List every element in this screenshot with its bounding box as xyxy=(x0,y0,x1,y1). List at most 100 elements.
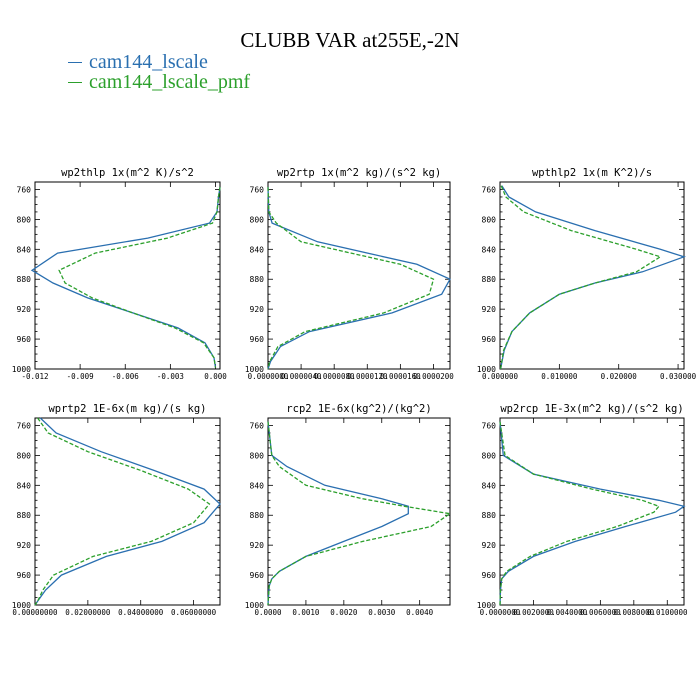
series-line-lscale-pmf xyxy=(267,187,435,370)
plot-frame xyxy=(34,181,221,370)
plot-frame xyxy=(499,181,685,370)
x-tick-label: -0.012 xyxy=(21,372,48,381)
y-tick-label: 840 xyxy=(250,245,265,254)
series-line-lscale-pmf xyxy=(499,421,661,606)
x-tick-label: 0.0000000 xyxy=(480,608,521,617)
y-tick-label: 880 xyxy=(482,275,497,284)
x-tick-label: 0.06000000 xyxy=(171,608,217,617)
x-tick-label: 0.0100000 xyxy=(647,608,688,617)
panel-title: wprtp2 1E-6x(m kg)/(s kg) xyxy=(48,403,206,415)
y-tick-label: 920 xyxy=(250,541,265,550)
x-tick-label: 0.000000 xyxy=(482,372,519,381)
series-line-lscale xyxy=(499,185,687,370)
y-tick-label: 840 xyxy=(250,481,265,490)
legend-label-lscale: cam144_lscale xyxy=(89,50,208,73)
y-tick-label: 800 xyxy=(482,451,497,460)
x-tick-label: 0.0000000 xyxy=(248,372,289,381)
y-tick-label: 960 xyxy=(17,571,32,580)
y-tick-label: 840 xyxy=(482,481,497,490)
panel-title: wp2rcp 1E-3x(m^2 kg)/(s^2 kg) xyxy=(500,403,683,415)
series-line-lscale xyxy=(34,417,221,606)
y-tick-label: 840 xyxy=(17,481,32,490)
plot-frame xyxy=(34,417,221,606)
series-line-lscale xyxy=(499,421,686,606)
legend-label-lscale-pmf: cam144_lscale_pmf xyxy=(89,70,251,93)
x-tick-label: 0.0000 xyxy=(254,608,282,617)
panel-title: rcp2 1E-6x(kg^2)/(kg^2) xyxy=(286,403,431,415)
x-tick-label: 0.0040000 xyxy=(547,608,588,617)
panel-title: wpthlp2 1x(m K^2)/s xyxy=(532,167,652,179)
x-tick-label: 0.030000 xyxy=(660,372,697,381)
legend-swatch-lscale-pmf xyxy=(68,81,82,83)
y-tick-label: 920 xyxy=(17,305,32,314)
x-tick-label: 0.00000000 xyxy=(12,608,58,617)
y-tick-label: 1000 xyxy=(12,601,31,610)
y-tick-label: 880 xyxy=(482,511,497,520)
x-tick-label: 0.02000000 xyxy=(65,608,111,617)
x-tick-label: 0.0020000 xyxy=(513,608,554,617)
legend-entry-lscale-pmf: cam144_lscale_pmf xyxy=(68,71,250,93)
x-tick-label: 0.0000160 xyxy=(380,372,421,381)
y-tick-label: 760 xyxy=(482,185,497,194)
x-tick-label: 0.0020 xyxy=(330,608,358,617)
y-tick-label: 880 xyxy=(17,511,32,520)
y-tick-label: 1000 xyxy=(477,601,496,610)
plot-frame xyxy=(267,181,451,370)
y-tick-label: 840 xyxy=(17,245,32,254)
y-tick-label: 800 xyxy=(250,215,265,224)
series-line-lscale xyxy=(267,187,451,370)
legend-swatch-lscale xyxy=(68,61,82,63)
x-tick-label: 0.0000200 xyxy=(413,372,454,381)
series-line-lscale xyxy=(267,421,409,606)
y-tick-label: 760 xyxy=(17,185,32,194)
series-line-lscale-pmf xyxy=(34,417,211,606)
y-tick-label: 960 xyxy=(482,571,497,580)
y-tick-label: 1000 xyxy=(245,601,264,610)
y-tick-label: 760 xyxy=(17,421,32,430)
y-tick-label: 800 xyxy=(17,215,32,224)
x-tick-label: 0.0000120 xyxy=(347,372,388,381)
panel-title: wp2thlp 1x(m^2 K)/s^2 xyxy=(61,167,194,179)
panel-title: wp2rtp 1x(m^2 kg)/(s^2 kg) xyxy=(277,167,441,179)
y-tick-label: 1000 xyxy=(12,365,31,374)
y-tick-label: 960 xyxy=(250,571,265,580)
x-tick-label: 0.0000080 xyxy=(314,372,355,381)
y-tick-label: 800 xyxy=(482,215,497,224)
x-tick-label: -0.006 xyxy=(112,372,140,381)
y-tick-label: 960 xyxy=(250,335,265,344)
chart-panel-5: wp2rcp 1E-3x(m^2 kg)/(s^2 kg)760 800 840 88… xyxy=(477,403,688,617)
plot-frame xyxy=(499,417,685,606)
x-tick-label: 0.0060000 xyxy=(580,608,621,617)
plot-frame xyxy=(267,417,451,606)
y-tick-label: 960 xyxy=(17,335,32,344)
x-tick-label: 0.020000 xyxy=(601,372,638,381)
chart-panel-1: wp2rtp 1x(m^2 kg)/(s^2 kg) 760 800 840 880 92… xyxy=(245,167,455,381)
series-line-lscale-pmf xyxy=(267,421,452,606)
x-tick-label: 0.0000040 xyxy=(281,372,322,381)
x-tick-label: 0.0040 xyxy=(406,608,434,617)
x-tick-label: -0.003 xyxy=(157,372,184,381)
x-tick-label: 0.0010 xyxy=(292,608,320,617)
y-tick-label: 880 xyxy=(17,275,32,284)
y-tick-label: 760 xyxy=(250,421,265,430)
chart-panel-2: wpthlp2 1x(m K^2)/s 760 800 840 880 920 960 100… xyxy=(477,167,697,381)
y-tick-label: 920 xyxy=(17,541,32,550)
chart-panel-3: wprtp2 1E-6x(m kg)/(s kg) 760 800 840 880 920… xyxy=(12,403,221,617)
chart-panel-4: rcp2 1E-6x(kg^2)/(kg^2) 760 800 840 880 920 96… xyxy=(245,403,452,617)
y-tick-label: 760 xyxy=(250,185,265,194)
x-tick-label: 0.010000 xyxy=(541,372,578,381)
x-tick-label: 0.000 xyxy=(204,372,227,381)
y-tick-label: 1000 xyxy=(477,365,496,374)
y-tick-label: 800 xyxy=(250,451,265,460)
x-tick-label: 0.04000000 xyxy=(118,608,164,617)
x-tick-label: -0.009 xyxy=(67,372,94,381)
y-tick-label: 800 xyxy=(17,451,32,460)
y-tick-label: 760 xyxy=(482,421,497,430)
y-tick-label: 960 xyxy=(482,335,497,344)
y-tick-label: 1000 xyxy=(245,365,264,374)
series-line-lscale-pmf xyxy=(58,187,221,368)
y-tick-label: 880 xyxy=(250,275,265,284)
page-title: CLUBB VAR at255E,-2N xyxy=(240,28,460,52)
y-tick-label: 920 xyxy=(482,305,497,314)
y-tick-label: 840 xyxy=(482,245,497,254)
